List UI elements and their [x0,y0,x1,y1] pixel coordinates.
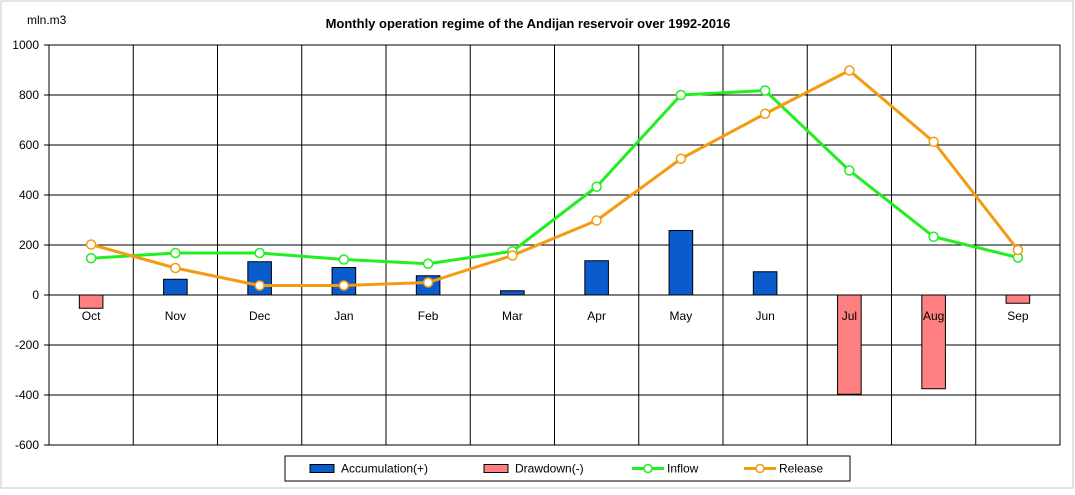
legend-marker [643,463,653,474]
data-point [85,239,97,250]
x-tick-label: Aug [923,309,944,323]
data-point [170,247,181,259]
bar [921,294,946,390]
data-point [254,280,265,291]
series-line [90,69,1020,287]
data-point [759,108,771,119]
x-tick-label: May [670,309,693,323]
x-tick-label: Jun [755,309,774,323]
bar [1005,294,1031,304]
y-tick-label: 200 [19,238,39,252]
data-point [338,280,350,291]
data-point [844,165,855,176]
bar [78,294,104,309]
x-tick-label: Mar [502,309,523,323]
data-point [844,65,855,76]
data-point [591,215,602,226]
bar [584,260,609,296]
legend-label: Inflow [667,462,699,476]
data-point [170,262,181,274]
data-point [85,253,97,264]
x-tick-label: Jan [334,309,353,323]
legend: Accumulation(+) Drawdown(-) Inflow Release [284,455,851,482]
bar [163,278,188,296]
legend-label: Release [779,462,823,476]
y-tick-label: -200 [15,338,39,352]
y-axis-unit-label: mln.m3 [27,13,67,27]
x-tick-label: Nov [165,309,186,323]
data-point [338,254,350,265]
data-point [422,258,434,269]
legend-marker [755,463,765,474]
data-point [675,153,687,164]
legend-box [284,455,851,482]
bar [752,271,778,296]
data-point [928,231,939,242]
y-tick-label: 400 [19,188,39,202]
data-point [928,136,939,147]
chart-title: Monthly operation regime of the Andijan … [326,16,731,31]
x-tick-label: Oct [82,309,101,323]
legend-swatch [309,464,335,473]
legend-label: Accumulation(+) [341,462,428,476]
data-point [591,181,602,192]
y-tick-label: -600 [15,438,39,452]
bar [668,230,694,296]
data-point [254,247,265,259]
bars [78,230,1031,395]
data-point [422,277,434,288]
x-tick-label: Sep [1007,309,1029,323]
y-tick-label: 800 [19,88,39,102]
y-tick-label: 0 [32,288,39,302]
data-point [1012,244,1024,256]
y-tick-label: -400 [15,388,39,402]
data-point [759,85,771,96]
bar [837,294,862,395]
x-axis-ticks: Oct Nov Dec Jan Feb Mar Apr May Jun Jul Aug Sep [82,309,1029,323]
legend-swatch [483,464,509,473]
y-tick-label: 600 [19,138,39,152]
gridlines [48,44,1061,446]
legend-label: Drawdown(-) [515,462,584,476]
y-axis-ticks: 1000 800 600 400 200 0 -200 -400 -600 [12,38,49,452]
x-tick-label: Apr [587,309,606,323]
x-tick-label: Dec [249,309,270,323]
data-point [507,250,518,261]
x-tick-label: Feb [418,309,439,323]
series-line [91,89,1019,266]
y-tick-label: 1000 [12,38,39,52]
data-point [675,89,687,101]
series-lines [85,65,1024,291]
bar [500,290,525,296]
x-tick-label: Jul [842,309,857,323]
